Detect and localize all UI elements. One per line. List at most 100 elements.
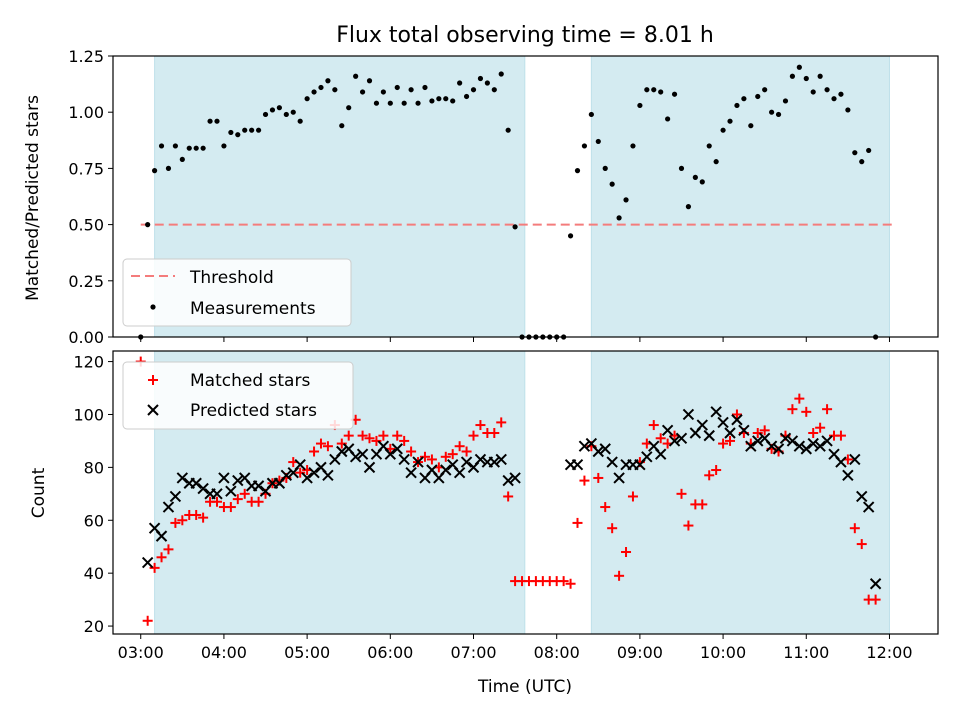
matched-point [808, 427, 819, 438]
matched-point [357, 430, 368, 441]
plot-frame [112, 55, 939, 338]
matched-point [759, 425, 770, 436]
measurement-point [831, 96, 837, 102]
predicted-point-b [599, 443, 611, 455]
legend-box [122, 258, 352, 327]
predicted-point [197, 482, 209, 495]
predicted-point-b [828, 448, 840, 460]
predicted-point [821, 435, 833, 447]
predicted-point [190, 477, 202, 489]
measurement-point [457, 80, 463, 86]
matched-point [655, 433, 666, 444]
predicted-point [280, 469, 293, 482]
predicted-point [322, 469, 334, 482]
predicted-point-b [308, 466, 320, 479]
measurement-point [498, 71, 504, 77]
predicted-point-b [252, 480, 265, 492]
predicted-point [599, 443, 611, 455]
predicted-point-b [807, 437, 819, 450]
predicted-point [453, 466, 466, 479]
predicted-point-b [412, 456, 424, 468]
x-tick-label: 10:00 [700, 643, 746, 662]
matched-point [322, 441, 333, 452]
predicted-point [308, 466, 320, 479]
measurement-point [852, 150, 858, 156]
measurement-point [491, 87, 497, 93]
predicted-point [793, 440, 806, 452]
matched-point [475, 420, 486, 431]
matched-point [142, 615, 153, 626]
measurement-point [762, 87, 768, 93]
predicted-point [807, 437, 819, 450]
matched-point [856, 539, 867, 550]
measurement-point [803, 75, 809, 82]
y-tick-label: 1.00 [68, 103, 104, 122]
x-tick-label: 07:00 [450, 643, 496, 662]
matched-point [801, 406, 812, 417]
predicted-point [668, 435, 681, 447]
measurement-point [609, 181, 615, 187]
predicted-point-b [849, 453, 861, 466]
measurement-point [228, 129, 234, 136]
legend-matched-label: Matched stars [190, 371, 310, 391]
predicted-point [641, 451, 653, 463]
predicted-point-b [315, 461, 327, 474]
matched-point [607, 523, 618, 534]
x-tick-label: 09:00 [617, 643, 663, 662]
predicted-point [654, 448, 667, 460]
predicted-point-b [398, 453, 410, 466]
predicted-point [724, 427, 736, 439]
measurement-point [734, 102, 740, 109]
measurement-point [574, 168, 581, 174]
measurement-point [678, 165, 685, 171]
measurement-point [145, 222, 151, 228]
measurement-point [602, 165, 608, 171]
matched-point [211, 496, 222, 507]
matched-point [468, 430, 479, 441]
predicted-point [211, 488, 223, 500]
predicted-point-b [772, 443, 785, 455]
measurement-point [269, 107, 276, 113]
top-legend: Threshold Measurements [122, 258, 352, 327]
matched-point [454, 441, 465, 452]
predicted-point [578, 440, 591, 452]
measurement-point [796, 64, 802, 70]
predicted-point-b [862, 501, 875, 513]
matched-point [191, 509, 202, 520]
observing-window [590, 350, 890, 635]
predicted-point-b [301, 472, 313, 484]
predicted-point-b [738, 424, 750, 437]
measurement-point [359, 89, 366, 95]
measurement-point [824, 87, 830, 93]
measurement-point [339, 123, 345, 129]
x-tick-label: 03:00 [118, 643, 164, 662]
x-tick-label: 11:00 [783, 643, 829, 662]
predicted-point-b [682, 408, 695, 421]
predicted-point [696, 419, 708, 431]
measurement-point [692, 174, 698, 180]
matched-point [731, 409, 742, 420]
predicted-point-b [391, 443, 403, 455]
matched-point [579, 475, 590, 486]
matched-point [225, 502, 236, 513]
matched-point [198, 512, 209, 523]
predicted-point-b [211, 488, 223, 500]
x-tick-label: 12:00 [866, 643, 912, 662]
measurement-point [671, 91, 678, 97]
predicted-point-b [474, 453, 487, 466]
measurement-point [484, 80, 490, 86]
measurement-point [207, 118, 213, 124]
measurement-point [810, 89, 816, 95]
measurement-point [242, 127, 248, 133]
matched-point [343, 430, 354, 441]
matched-point [558, 576, 569, 587]
predicted-point [488, 456, 501, 468]
matched-point [170, 517, 181, 528]
predicted-point [842, 469, 854, 482]
predicted-point-b [842, 469, 854, 482]
predicted-point-b [613, 472, 625, 484]
matched-point [371, 435, 382, 446]
measurement-point [470, 87, 477, 93]
matched-point [419, 451, 430, 462]
